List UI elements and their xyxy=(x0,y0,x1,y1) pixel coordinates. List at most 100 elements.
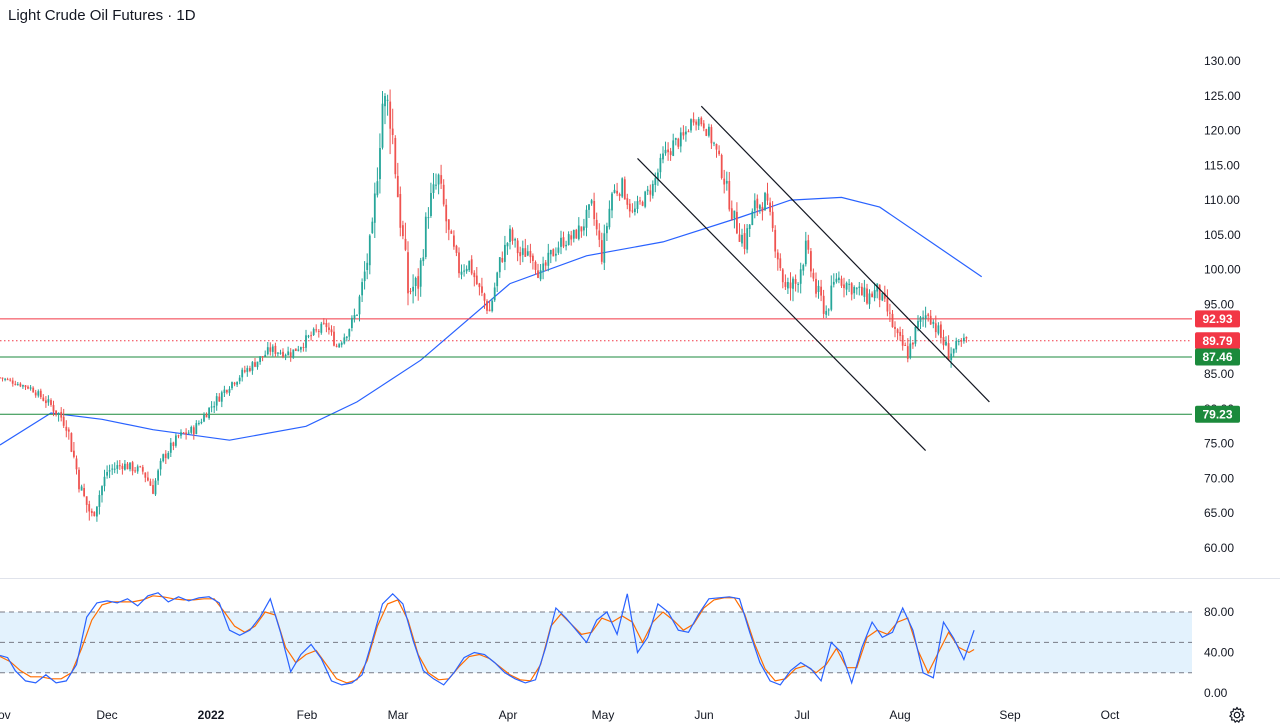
candle-body xyxy=(611,193,613,211)
candle xyxy=(600,232,603,265)
candle xyxy=(83,483,85,498)
candle-body xyxy=(363,271,366,282)
gear-icon[interactable] xyxy=(1228,706,1246,724)
candle xyxy=(287,346,290,356)
candle-body xyxy=(685,131,687,135)
candle xyxy=(414,276,417,297)
candle xyxy=(822,289,825,319)
candle xyxy=(24,385,27,390)
candle-body xyxy=(787,282,789,289)
candle xyxy=(756,194,759,216)
candle xyxy=(277,352,279,357)
candle xyxy=(733,210,736,229)
candle xyxy=(422,249,425,266)
candle xyxy=(889,303,891,322)
candle-body xyxy=(47,399,50,403)
candle xyxy=(121,463,124,475)
candle xyxy=(57,412,60,422)
candle-body xyxy=(537,270,539,278)
candle-body xyxy=(891,313,894,328)
candle-body xyxy=(157,470,159,481)
candle xyxy=(162,453,165,463)
candle-body xyxy=(927,314,930,316)
x-tick-label: Oct xyxy=(1101,708,1120,722)
candle xyxy=(271,344,274,357)
candle xyxy=(794,274,797,292)
candle-body xyxy=(618,194,621,196)
candle xyxy=(180,429,182,439)
candle-body xyxy=(863,287,866,297)
candle xyxy=(340,341,343,348)
candle xyxy=(516,238,519,262)
candle xyxy=(753,193,756,219)
price-level-label: 87.46 xyxy=(1202,350,1232,364)
candle-body xyxy=(838,277,840,280)
candle xyxy=(945,336,947,347)
candle-body xyxy=(96,506,98,517)
x-tick-label: Apr xyxy=(499,708,518,722)
y-tick-label: 65.00 xyxy=(1204,506,1234,520)
candle-body xyxy=(695,121,698,125)
candle xyxy=(139,465,142,468)
candle xyxy=(539,264,542,282)
candle-body xyxy=(218,396,221,402)
candle-body xyxy=(256,361,259,368)
candle xyxy=(728,172,731,212)
candle-body xyxy=(626,198,629,205)
candle-body xyxy=(172,442,175,446)
candle-body xyxy=(19,383,22,387)
candle-body xyxy=(486,301,488,311)
candle xyxy=(205,412,208,418)
candle xyxy=(891,310,894,328)
candle xyxy=(481,277,483,297)
candle-body xyxy=(113,468,116,470)
candle xyxy=(80,484,83,491)
candle-body xyxy=(450,231,453,234)
candle-body xyxy=(794,279,797,284)
candle-body xyxy=(322,322,325,324)
candle xyxy=(761,202,764,221)
candle-body xyxy=(90,511,93,513)
candle xyxy=(366,253,369,280)
candle xyxy=(62,408,65,428)
candle xyxy=(266,342,269,356)
candle xyxy=(713,141,715,147)
candle xyxy=(679,127,682,153)
candle xyxy=(402,220,404,240)
candle-body xyxy=(748,224,751,229)
candle-body xyxy=(274,345,277,354)
candle xyxy=(361,278,363,302)
candle-body xyxy=(205,415,208,418)
candle xyxy=(113,462,116,474)
candle-body xyxy=(940,324,942,338)
candle xyxy=(572,229,575,243)
candle xyxy=(649,184,652,202)
candle xyxy=(430,182,432,218)
candle xyxy=(662,146,664,164)
candle xyxy=(626,193,629,210)
candle xyxy=(297,345,300,352)
candle-body xyxy=(738,234,741,242)
candle-body xyxy=(924,315,927,319)
candle xyxy=(861,283,863,296)
candle xyxy=(669,147,672,161)
candle-body xyxy=(929,315,932,325)
candle xyxy=(544,260,547,272)
candle xyxy=(634,201,636,216)
candle xyxy=(391,108,394,145)
channel-trend-line xyxy=(637,157,927,452)
candle xyxy=(590,198,593,206)
candle-body xyxy=(736,211,738,234)
candle xyxy=(236,381,238,387)
candle xyxy=(827,308,830,316)
candle-body xyxy=(98,495,101,507)
candle xyxy=(409,288,412,295)
candle-body xyxy=(333,331,335,346)
candle-body xyxy=(575,229,578,239)
candle-body xyxy=(488,309,491,312)
candle-body xyxy=(634,208,636,212)
candle xyxy=(389,89,392,155)
candle xyxy=(741,228,743,247)
candle-body xyxy=(169,442,172,453)
